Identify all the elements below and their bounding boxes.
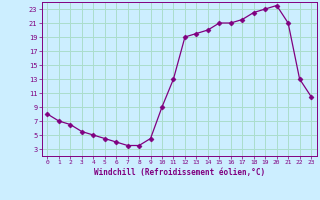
X-axis label: Windchill (Refroidissement éolien,°C): Windchill (Refroidissement éolien,°C) (94, 168, 265, 177)
